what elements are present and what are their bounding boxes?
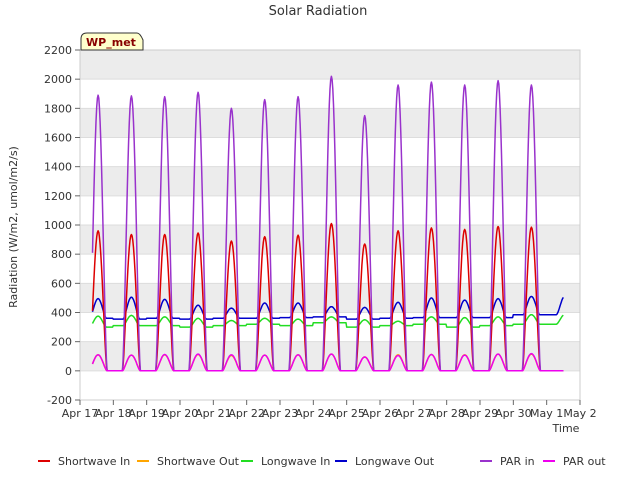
y-tick-label: 1400 <box>44 161 72 174</box>
x-tick-label: Apr 27 <box>395 407 432 420</box>
x-tick-label: May 1 <box>530 407 563 420</box>
site-label-text: WP_met <box>86 36 136 49</box>
x-tick-label: Apr 30 <box>495 407 532 420</box>
y-tick-label: 1000 <box>44 219 72 232</box>
legend-label-shortwave-out: Shortwave Out <box>157 455 240 468</box>
x-tick-label: Apr 24 <box>295 407 332 420</box>
x-axis-label: Time <box>552 422 580 435</box>
legend-label-par-out: PAR out <box>563 455 606 468</box>
legend-label-longwave-in: Longwave In <box>261 455 330 468</box>
grid-band <box>80 166 580 196</box>
y-tick-label: 400 <box>51 307 72 320</box>
y-tick-label: 0 <box>65 365 72 378</box>
chart-title: Solar Radiation <box>269 4 368 19</box>
y-tick-label: 1800 <box>44 102 72 115</box>
x-tick-label: Apr 22 <box>228 407 265 420</box>
x-tick-label: Apr 29 <box>462 407 499 420</box>
legend-label-shortwave-in: Shortwave In <box>58 455 130 468</box>
y-axis-label: Radiation (W/m2, umol/m2/s) <box>7 146 20 308</box>
site-label-badge: WP_met <box>80 32 144 51</box>
x-tick-label: Apr 21 <box>195 407 232 420</box>
y-tick-label: 2200 <box>44 44 72 57</box>
y-tick-label: 200 <box>51 336 72 349</box>
legend: Shortwave In Shortwave Out Longwave In Long… <box>38 455 606 468</box>
x-tick-label: Apr 19 <box>128 407 165 420</box>
x-tick-label: Apr 23 <box>262 407 299 420</box>
site-label-box <box>80 32 144 51</box>
x-tick-label: Apr 26 <box>362 407 399 420</box>
legend-label-par-in: PAR in <box>500 455 535 468</box>
series-lines <box>91 75 564 372</box>
y-tick-label: 800 <box>51 248 72 261</box>
y-tick-label: 1200 <box>44 190 72 203</box>
x-tick-label: Apr 28 <box>428 407 465 420</box>
y-tick-label: 2000 <box>44 73 72 86</box>
series-line-par-out <box>91 352 564 372</box>
x-tick-label: Apr 25 <box>328 407 365 420</box>
y-tick-label: 600 <box>51 277 72 290</box>
x-tick-label: May 2 <box>563 407 596 420</box>
grid-band <box>80 108 580 138</box>
y-tick-label: -200 <box>47 394 72 407</box>
grid-band <box>80 50 580 80</box>
y-tick-label: 1600 <box>44 132 72 145</box>
y-axis-ticks: -200 0 200 400 600 800 1000 1200 1400 1600 1800 200… <box>44 44 80 407</box>
legend-label-longwave-out: Longwave Out <box>355 455 435 468</box>
x-tick-label: Apr 18 <box>95 407 132 420</box>
x-tick-label: Apr 20 <box>162 407 199 420</box>
x-tick-label: Apr 17 <box>62 407 99 420</box>
